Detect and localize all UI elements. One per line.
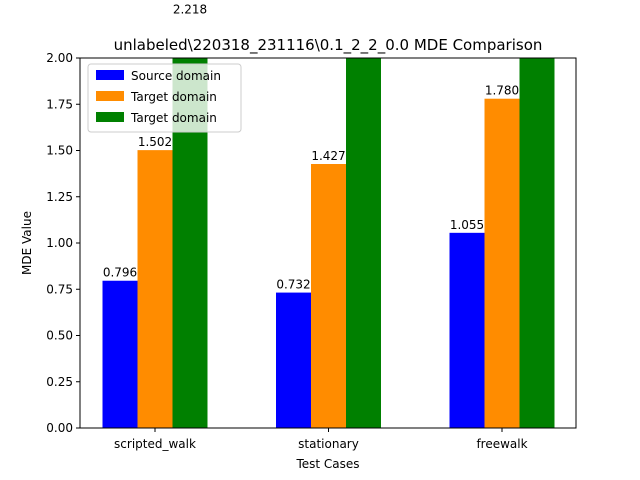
- x-tick-label-freewalk: freewalk: [476, 437, 527, 451]
- bar-target-domain-freewalk: [484, 98, 520, 428]
- legend-swatch: [96, 112, 124, 122]
- bar-source-domain-stationary: [276, 292, 311, 428]
- legend-swatch: [96, 91, 124, 101]
- bar-target-domain-stationary: [346, 58, 381, 428]
- x-tick-label-stationary: stationary: [298, 437, 359, 451]
- y-tick-label: 1.25: [46, 190, 73, 204]
- legend-label: Target domain: [130, 111, 217, 125]
- y-tick-label: 0.50: [46, 329, 73, 343]
- bar-target-domain-scripted-walk: [137, 150, 173, 428]
- legend-label: Target domain: [130, 90, 217, 104]
- x-tick-label-scripted-walk: scripted_walk: [114, 437, 196, 451]
- bar-source-domain-scripted-walk: [102, 280, 138, 428]
- chart-title: unlabeled\220318_231116\0.1_2_2_0.0 MDE …: [114, 36, 543, 55]
- bars-group: [102, 58, 555, 428]
- bar-value-label: 0.796: [103, 266, 137, 280]
- legend: Source domain Target domain Target domain: [87, 63, 242, 133]
- bar-source-domain-freewalk: [449, 232, 485, 428]
- y-tick-label: 0.75: [46, 282, 73, 296]
- y-tick-label: 0.00: [46, 421, 73, 435]
- bar-target-domain-stationary: [311, 164, 346, 428]
- bar-value-label: 1.780: [485, 84, 519, 98]
- legend-box: [87, 63, 242, 133]
- y-tick-label: 1.00: [46, 236, 73, 250]
- bar-value-label: 1.502: [138, 135, 172, 149]
- bar-value-label: 1.427: [311, 149, 345, 163]
- bar-value-label: 2.218: [173, 3, 207, 17]
- y-axis-ticks: 0.00 0.25 0.50 0.75 1.00 1.25 1.50 1.75 2.00: [46, 51, 80, 435]
- bar-target-domain-freewalk: [519, 58, 555, 428]
- bar-value-label: 0.732: [276, 278, 310, 292]
- y-tick-label: 0.25: [46, 375, 73, 389]
- x-axis-label: Test Cases: [295, 457, 359, 471]
- legend-swatch: [96, 70, 124, 80]
- bar-value-label: 1.055: [450, 218, 484, 232]
- x-axis-ticks: scripted_walk stationary freewalk: [114, 428, 528, 451]
- bar-labels-group: 0.796 0.732 1.055 1.502 1.427 1.780 2.218: [103, 3, 519, 292]
- y-tick-label: 2.00: [46, 51, 73, 65]
- legend-label: Source domain: [131, 69, 221, 83]
- y-axis-label: MDE Value: [20, 211, 34, 275]
- y-tick-label: 1.50: [46, 144, 73, 158]
- y-tick-label: 1.75: [46, 97, 73, 111]
